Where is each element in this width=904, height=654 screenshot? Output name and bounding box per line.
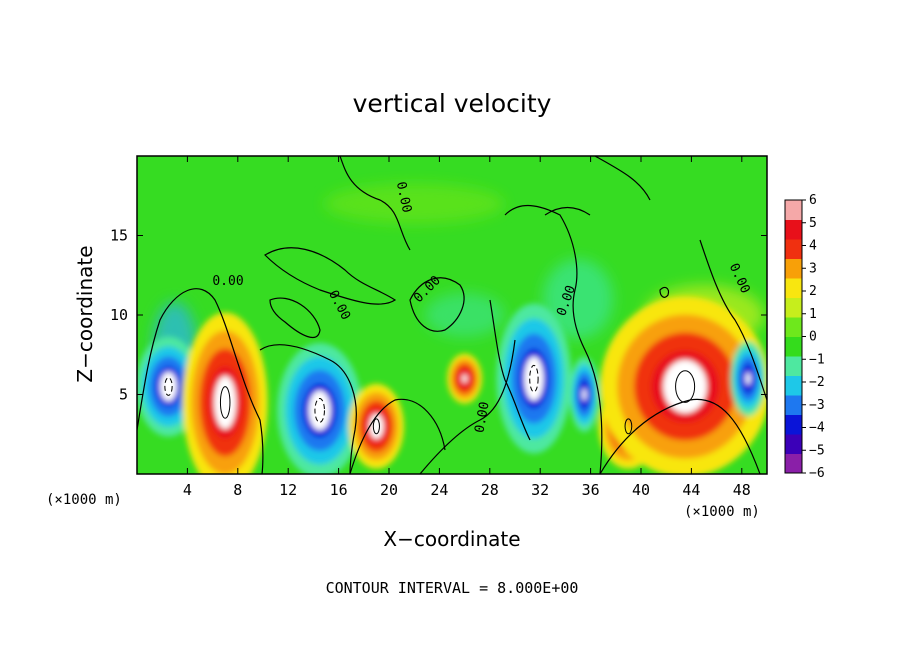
cell-3-core [369, 413, 384, 439]
cell-8-contour [675, 370, 696, 403]
x-tick-label: 28 [481, 481, 499, 499]
zero-contour-2 [349, 398, 446, 474]
cell-2-core [308, 390, 331, 431]
colorbar-swatch [785, 356, 802, 376]
colorbar-swatch [785, 317, 802, 337]
colorbar: 6 5 4 3 2 1 0 −1 −2 −3 −4 −5 −6 [784, 193, 825, 481]
colorbar-tick-label: −2 [809, 375, 825, 390]
cell-5-core [524, 356, 544, 401]
y-ticks: 5 10 15 [110, 227, 767, 404]
zero-contour-13 [599, 398, 761, 474]
x-tick-label: 8 [233, 481, 242, 499]
x-tick-label: 40 [632, 481, 650, 499]
cell-1-core [214, 375, 237, 429]
x-tick-label: 4 [183, 481, 192, 499]
colorbar-swatch [785, 453, 802, 474]
colorbar-tick-label: 3 [809, 261, 817, 276]
colorbar-swatch [785, 336, 802, 357]
colorbar-swatch [785, 219, 802, 240]
zero-contour-4 [264, 247, 397, 305]
cell-1-contour [219, 386, 231, 419]
y-tick-label: 5 [119, 386, 128, 404]
colorbar-swatch [785, 258, 802, 279]
x-unit-label-left: (×1000 m) [46, 492, 122, 508]
colorbar-tick-label: 5 [809, 216, 817, 231]
x-tick-label: 44 [682, 481, 700, 499]
chart-title: vertical velocity [353, 89, 552, 118]
cell-0-contour [164, 377, 173, 396]
colorbar-tick-label: −5 [809, 443, 825, 458]
zero-contour-8 [504, 204, 603, 474]
patch-cyan-mid [543, 259, 613, 340]
colorbar-tick-label: −1 [809, 352, 825, 367]
colorbar-swatch [785, 375, 802, 396]
colorbar-tick-label: 2 [809, 284, 817, 299]
colorbar-tick-label: 0 [809, 330, 817, 345]
zero-contour-1 [259, 344, 357, 474]
colorbar-swatch [785, 239, 802, 259]
x-tick-label: 24 [430, 481, 448, 499]
patch-cyan-center [424, 293, 505, 337]
contour-label: 0.00 [393, 180, 414, 214]
velocity-field [137, 156, 767, 474]
cell-3-contour [372, 418, 380, 435]
zero-contour-12 [419, 339, 516, 474]
patch-upper-light [324, 183, 505, 224]
x-tick-label: 36 [582, 481, 600, 499]
y-axis-title: Z−coordinate [73, 245, 97, 382]
zero-contour-7 [489, 299, 531, 441]
zero-contour-11 [699, 239, 767, 401]
cell-6-core [582, 388, 587, 401]
colorbar-swatch [785, 278, 802, 298]
colorbar-swatch [785, 434, 802, 454]
cell-9-core [745, 372, 751, 385]
contour-interval-label: CONTOUR INTERVAL = 8.000E+00 [326, 579, 579, 597]
x-tick-label: 20 [380, 481, 398, 499]
y-tick-label: 10 [110, 306, 128, 324]
x-tick-label: 12 [279, 481, 297, 499]
cell-0-core [160, 371, 177, 402]
colorbar-tick-label: −4 [809, 421, 825, 436]
colorbar-tick-label: 4 [809, 239, 817, 254]
contour-label: 0.00 [212, 274, 243, 289]
colorbar-swatch [785, 414, 802, 435]
colorbar-swatch [785, 395, 802, 415]
colorbar-tick-label: 6 [809, 193, 817, 208]
zero-contour-0 [137, 288, 264, 474]
colorbar-swatch [785, 200, 802, 220]
zero-contour-3 [339, 156, 411, 251]
cell-8-core [663, 360, 707, 414]
zero-contour-5 [269, 297, 321, 339]
x-unit-label-right: (×1000 m) [684, 504, 760, 520]
colorbar-tick-label: −6 [809, 466, 825, 481]
colorbar-swatch [785, 297, 802, 318]
colorbar-tick-label: 1 [809, 307, 817, 322]
cell-5-contour [529, 364, 539, 393]
x-tick-label: 48 [733, 481, 751, 499]
x-axis-title: X−coordinate [383, 527, 520, 551]
field-cells [137, 296, 767, 474]
x-ticks: 4 8 12 16 20 24 28 32 36 40 44 48 [183, 156, 751, 499]
x-tick-label: 16 [330, 481, 348, 499]
cell-7-contour [624, 418, 633, 435]
x-tick-label: 32 [531, 481, 549, 499]
y-tick-label: 15 [110, 227, 128, 245]
zero-contour-10 [659, 286, 670, 298]
zero-contour-6 [409, 277, 465, 332]
zero-contour-9 [544, 156, 651, 216]
colorbar-tick-label: −3 [809, 398, 825, 413]
cell-2-contour [314, 398, 325, 423]
contour-label: 0.00 [472, 401, 492, 434]
cell-4-core [462, 374, 468, 383]
